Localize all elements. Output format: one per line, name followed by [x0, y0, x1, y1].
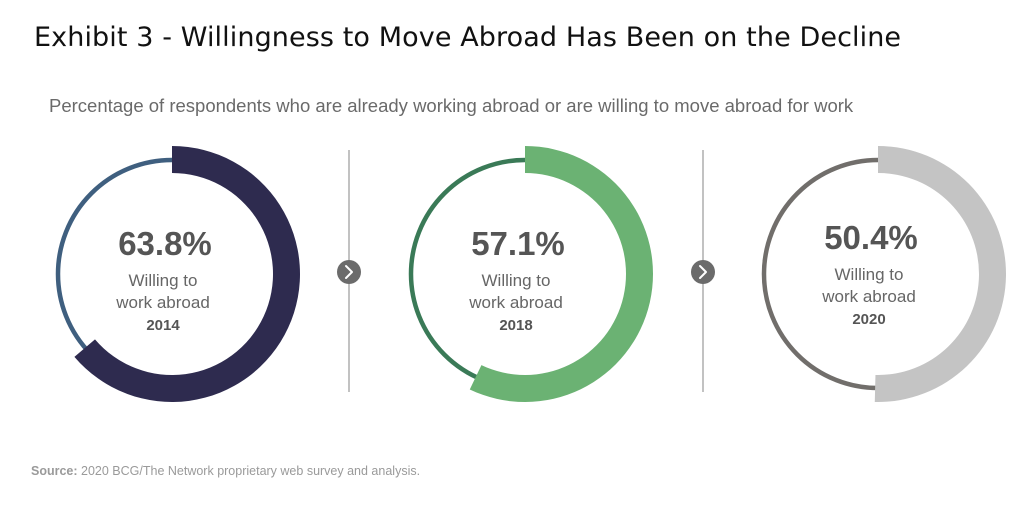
source-label: Source:: [31, 464, 78, 478]
chart-title: Exhibit 3 - Willingness to Move Abroad H…: [34, 22, 902, 53]
donut-2014: 63.8% Willing to work abroad 2014: [55, 146, 301, 402]
donut-segment: [469, 146, 653, 403]
value-label: 63.8%: [118, 225, 212, 262]
value-label: 50.4%: [824, 219, 918, 256]
year-label: 2020: [852, 311, 885, 328]
next-arrow-icon: [337, 260, 361, 284]
metric-label-line2: work abroad: [115, 293, 210, 312]
donut-segment: [874, 146, 1007, 403]
metric-label-line1: Willing to: [129, 271, 198, 290]
source-text: 2020 BCG/The Network proprietary web sur…: [77, 464, 421, 478]
donut-2018: 57.1% Willing to work abroad 2018: [408, 146, 653, 403]
metric-label-line2: work abroad: [821, 287, 916, 306]
year-label: 2018: [499, 317, 532, 334]
next-arrow-icon: [691, 260, 715, 284]
chart-subtitle: Percentage of respondents who are alread…: [49, 95, 854, 116]
source-note: Source: 2020 BCG/The Network proprietary…: [31, 464, 420, 478]
donut-segment: [74, 146, 301, 402]
metric-label-line1: Willing to: [482, 271, 551, 290]
metric-label-line1: Willing to: [835, 265, 904, 284]
donut-2020: 50.4% Willing to work abroad 2020: [761, 146, 1007, 403]
year-label: 2014: [146, 317, 180, 334]
metric-label-line2: work abroad: [468, 293, 563, 312]
value-label: 57.1%: [471, 225, 565, 262]
